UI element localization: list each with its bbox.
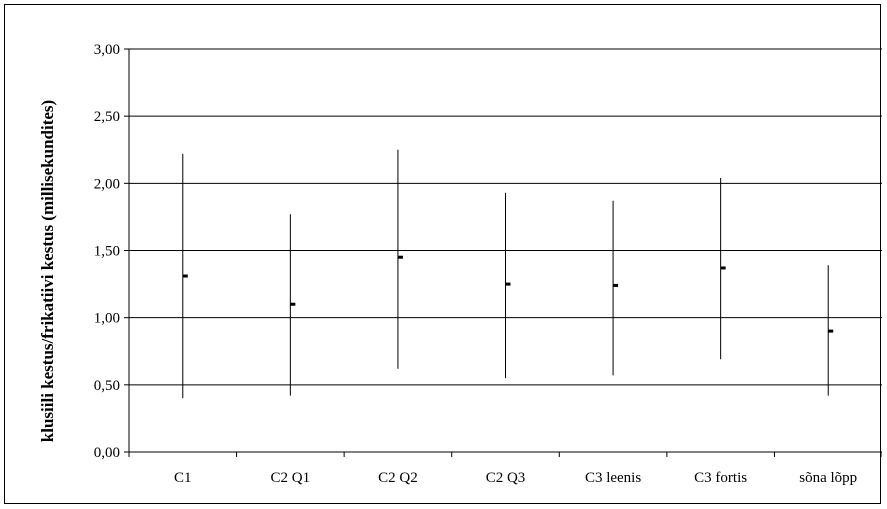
mean-marker (397, 255, 403, 259)
y-tick-label: 1,00 (94, 311, 120, 327)
x-tick-label: C2 Q2 (378, 470, 418, 486)
y-tick-label: 0,00 (94, 445, 120, 461)
y-tick-label: 1,50 (94, 244, 120, 260)
x-tick-label: sõna lõpp (799, 470, 857, 486)
mean-marker (613, 283, 619, 287)
y-tick-labels: 0,00 0,50 1,00 1,50 2,00 2,50 3,00 (94, 42, 120, 461)
mean-marker (828, 329, 834, 333)
mean-marker (505, 282, 511, 286)
x-tick-label: C3 fortis (694, 470, 747, 486)
x-tick-label: C2 Q3 (486, 470, 526, 486)
mean-marker (182, 274, 188, 278)
chart-svg: klusiili kestus/frikatiivi kestus (milli… (38, 42, 882, 486)
x-tick-label: C2 Q1 (271, 470, 311, 486)
x-tick-label: C3 leenis (585, 470, 641, 486)
chart-frame: klusiili kestus/frikatiivi kestus (milli… (4, 4, 882, 504)
x-tick-label: C1 (174, 470, 192, 486)
error-bars (182, 149, 834, 399)
y-tick-label: 2,50 (94, 109, 120, 125)
axes (124, 48, 882, 457)
mean-marker (720, 266, 726, 270)
mean-marker (290, 302, 296, 306)
y-tick-label: 2,00 (94, 176, 120, 192)
x-tick-labels: C1 C2 Q1 C2 Q2 C2 Q3 C3 leenis C3 fortis sõna … (174, 470, 857, 486)
y-tick-label: 3,00 (94, 42, 120, 58)
y-tick-label: 0,50 (94, 378, 120, 394)
y-axis-title: klusiili kestus/frikatiivi kestus (milli… (38, 100, 57, 442)
